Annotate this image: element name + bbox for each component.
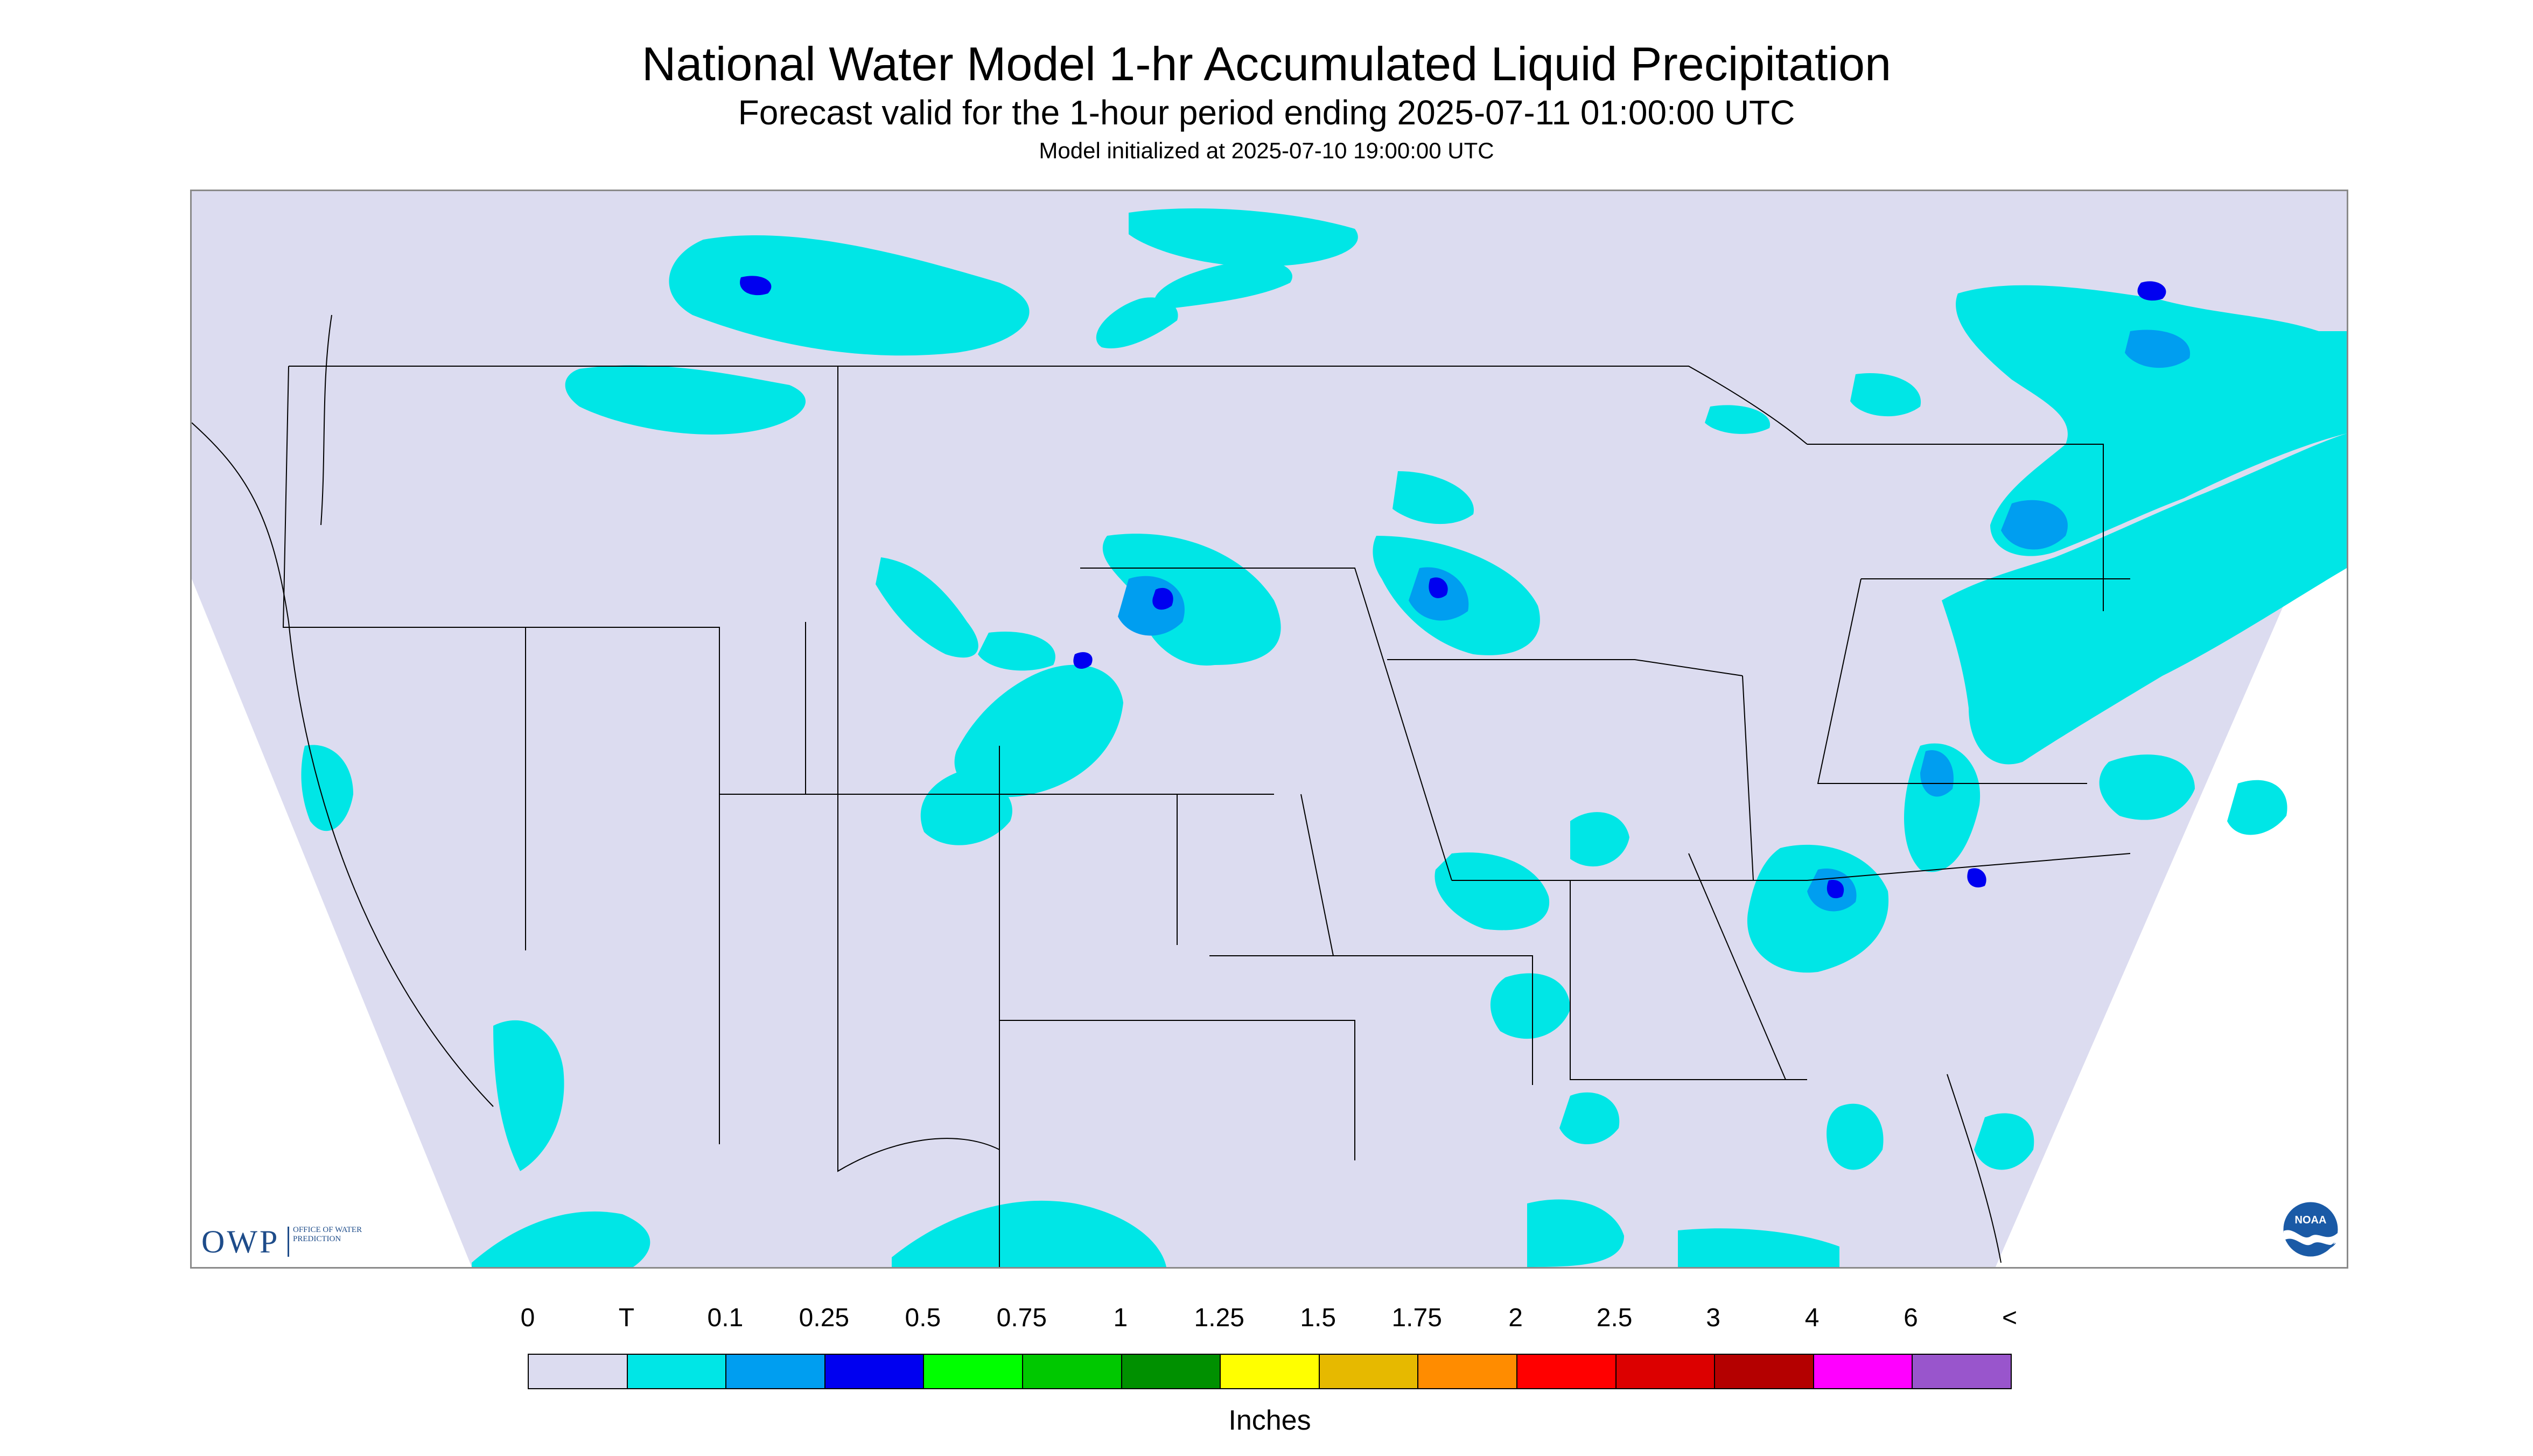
legend-label: 2.5: [1596, 1304, 1633, 1332]
legend-label: 1.5: [1300, 1304, 1337, 1332]
legend-label: 0: [520, 1304, 535, 1332]
legend-units: Inches: [1228, 1405, 1311, 1436]
noaa-logo-text: NOAA: [2295, 1214, 2327, 1226]
legend-label: 3: [1706, 1304, 1720, 1332]
legend-swatch: [924, 1355, 1023, 1388]
legend-swatch: [627, 1355, 727, 1388]
map-subtitle: Forecast valid for the 1-hour period end…: [738, 93, 1795, 132]
model-init-line: Model initialized at 2025-07-10 19:00:00…: [1039, 138, 1494, 163]
legend-label: 0.25: [799, 1304, 850, 1332]
legend-swatch: [1814, 1355, 1913, 1388]
map-title: National Water Model 1-hr Accumulated Li…: [641, 37, 1892, 90]
owp-logo-divider: [288, 1227, 289, 1257]
legend-swatch: [825, 1355, 925, 1388]
legend-swatch: [1715, 1355, 1814, 1388]
legend-label: 1.25: [1194, 1304, 1244, 1332]
legend-swatch: [1319, 1355, 1419, 1388]
legend-label: 4: [1804, 1304, 1820, 1332]
legend-label: 6: [1904, 1304, 1918, 1332]
map-domain: [192, 191, 2347, 1267]
legend-label: 0.75: [996, 1304, 1047, 1332]
owp-logo-text: OWP: [201, 1224, 280, 1259]
map-canvas: [192, 191, 2347, 1267]
legend-swatch: [1616, 1355, 1716, 1388]
owp-logo-subtext: Office of Water Prediction: [293, 1226, 362, 1243]
legend-label: 1: [1113, 1304, 1128, 1332]
legend-swatch: [1517, 1355, 1617, 1388]
legend-swatch: [1418, 1355, 1517, 1388]
legend-label: 1.75: [1391, 1304, 1442, 1332]
legend-swatch: [1221, 1355, 1320, 1388]
legend-label: <: [2002, 1304, 2018, 1332]
precip-heavy-cores: [740, 276, 2166, 899]
boundary-lines: [192, 314, 2131, 1267]
legend-label: T: [618, 1304, 635, 1332]
legend-swatch: [726, 1355, 825, 1388]
legend-label: 2: [1508, 1304, 1523, 1332]
precip-legend: 0 T 0.1 0.25 0.5 0.75 1 1.25 1.5 1.75 2 2.5 3 4 6 < Inc…: [521, 1303, 2018, 1443]
legend-color-bar: [528, 1354, 2012, 1389]
legend-label: 0.5: [905, 1304, 941, 1332]
precipitation-map: [190, 190, 2348, 1269]
legend-swatch: [1122, 1355, 1221, 1388]
noaa-logo-icon: NOAA: [2282, 1200, 2340, 1258]
legend-swatch: [1023, 1355, 1122, 1388]
legend-swatch: [1913, 1355, 2011, 1388]
legend-label: 0.1: [707, 1304, 744, 1332]
precip-trace-areas: [301, 208, 2347, 1267]
legend-swatch: [529, 1355, 628, 1388]
